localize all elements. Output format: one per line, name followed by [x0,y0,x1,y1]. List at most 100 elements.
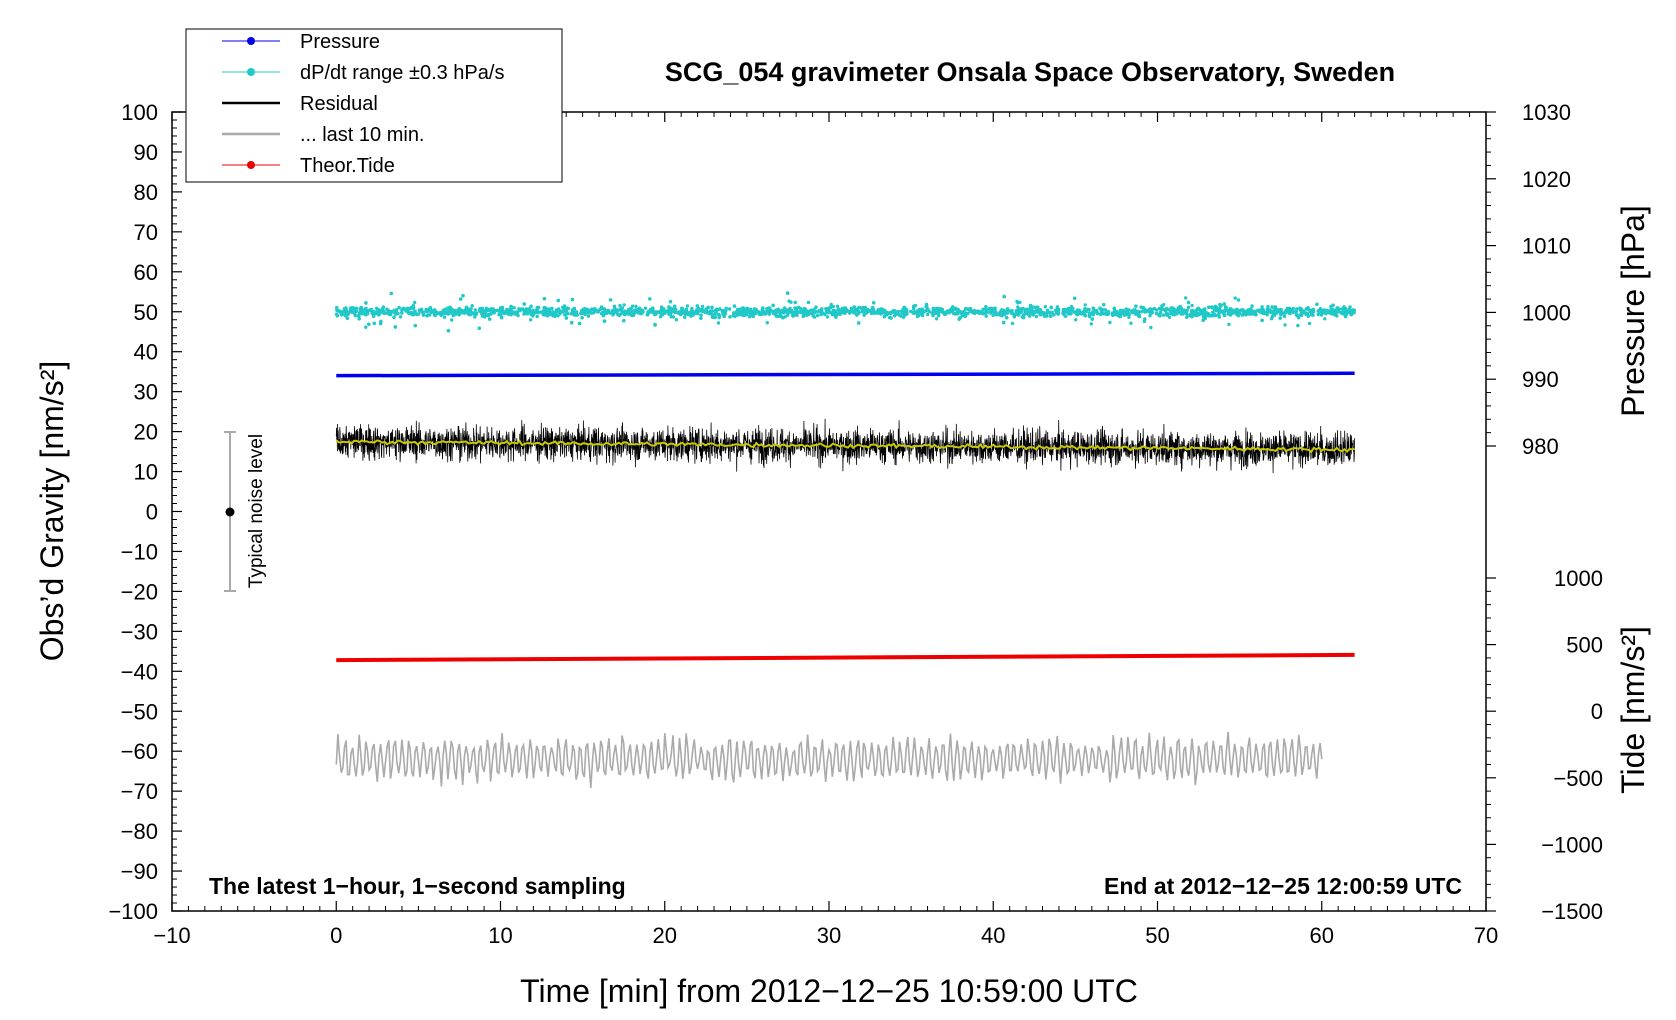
y-tick-label: 80 [134,180,158,205]
dpdt-point [421,313,426,317]
dpdt-point [705,310,709,314]
dpdt-point [425,309,429,314]
dpdt-point [884,313,889,317]
dpdt-point [997,312,1001,317]
dpdt-point [1236,298,1241,302]
dpdt-point [448,311,452,315]
dpdt-point [637,306,642,311]
dpdt-point [1134,304,1138,308]
dpdt-point [1016,311,1021,315]
dpdt-point [845,308,849,312]
dpdt-point [400,311,404,315]
dpdt-point [550,306,554,311]
dpdt-point [1003,310,1008,314]
dpdt-point [1101,308,1105,312]
dpdt-point [1002,294,1006,299]
dpdt-point [1033,305,1038,309]
pressure-tick-label: 1000 [1522,300,1571,325]
dpdt-point [467,307,472,311]
dpdt-point [470,311,474,316]
dpdt-point [387,312,392,317]
dpdt-point [1172,309,1176,313]
dpdt-point [1056,307,1061,312]
dpdt-point [1023,309,1027,313]
dpdt-point [735,310,739,314]
dpdt-point [545,309,550,314]
dpdt-point [1307,321,1312,326]
dpdt-point [564,316,569,320]
dpdt-point [580,316,584,320]
dpdt-point [1115,310,1119,314]
dpdt-point [461,294,465,298]
pressure-tick-label: 1020 [1522,167,1571,192]
dpdt-point [659,309,663,313]
dpdt-point [370,311,374,315]
dpdt-point [484,306,488,311]
dpdt-point [1143,317,1147,321]
dpdt-point [716,321,721,325]
dpdt-point [1161,313,1166,317]
dpdt-point [364,306,368,311]
dpdt-point [1169,306,1174,310]
y-tick-label: −50 [121,699,158,724]
dpdt-point [690,306,694,311]
dpdt-point [899,314,903,318]
dpdt-point [1316,312,1320,317]
dpdt-point [882,315,886,319]
dpdt-point [522,312,526,316]
tide-tick-label: 1000 [1554,566,1603,591]
dpdt-point [733,314,737,318]
dpdt-point [612,304,617,309]
dpdt-point [408,306,413,311]
dpdt-point [792,310,797,314]
dpdt-point [490,307,494,312]
dpdt-point [599,307,603,311]
dpdt-point [1237,311,1242,315]
dpdt-point [781,316,785,320]
dpdt-point [512,306,516,310]
dpdt-point [446,329,451,333]
dpdt-point [334,312,339,316]
dpdt-point [744,313,749,317]
dpdt-point [529,318,533,322]
dpdt-point [394,309,398,314]
dpdt-point [1265,307,1269,312]
dpdt-point [542,306,546,310]
dpdt-point [390,310,394,314]
x-tick-label: 50 [1145,923,1169,948]
dpdt-point [1222,302,1226,306]
tide-tick-label: 500 [1566,633,1603,658]
dpdt-point [713,308,718,313]
dpdt-point [473,312,477,317]
dpdt-point [344,308,348,312]
dpdt-point [1038,312,1043,317]
dpdt-point [1283,323,1287,327]
dpdt-point [1253,310,1258,314]
dpdt-point [375,310,380,314]
dpdt-point [1087,311,1092,315]
dpdt-point [1322,308,1326,312]
tide-tick-label: 0 [1591,699,1603,724]
noise-bar-center-dot [225,507,235,517]
dpdt-point [1150,310,1154,315]
y-axis-ticks: 1009080706050403020100−10−20−30−40−50−60… [108,100,182,924]
dpdt-point [1207,305,1211,309]
dpdt-point [494,308,499,313]
dpdt-point [605,311,609,315]
dpdt-point [934,317,939,321]
dpdt-point [429,308,433,312]
dpdt-point [550,310,555,314]
dpdt-point [1065,308,1069,313]
dpdt-point [1323,317,1327,321]
dpdt-point [1209,313,1213,318]
dpdt-point [1336,308,1340,313]
dpdt-point [1073,296,1077,300]
dpdt-point [407,311,411,315]
dpdt-point [1190,303,1194,308]
dpdt-point [1301,309,1306,313]
y-tick-label: 0 [146,500,158,525]
dpdt-point [660,313,665,317]
dpdt-point [955,310,959,315]
dpdt-point [1213,307,1217,311]
dpdt-point [448,305,452,309]
